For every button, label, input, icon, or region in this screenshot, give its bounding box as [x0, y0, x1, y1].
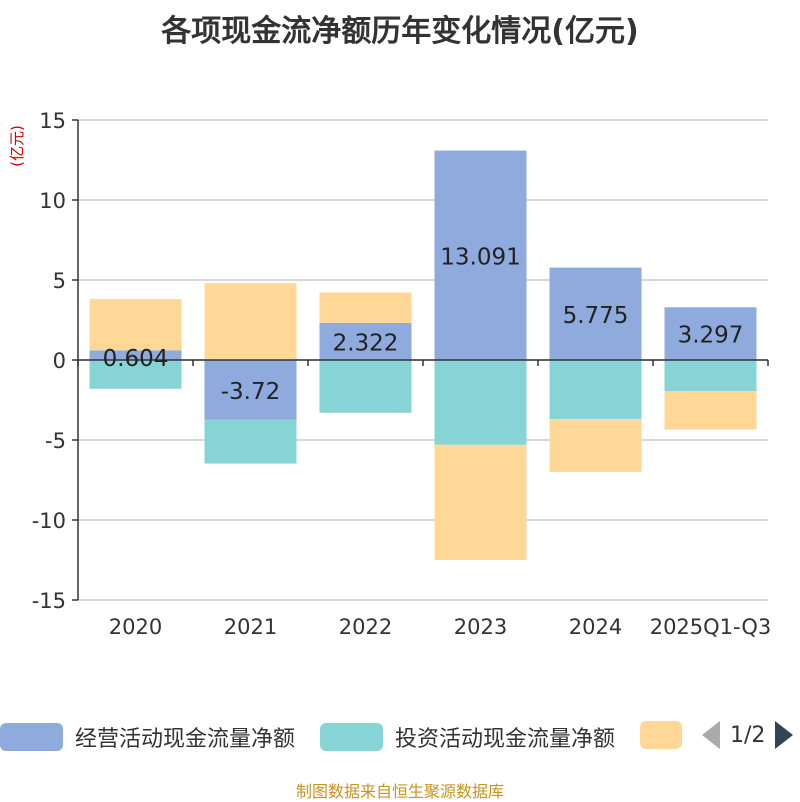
- y-tick-label: -5: [45, 429, 66, 453]
- legend-item-investing[interactable]: 投资活动现金流量净额: [320, 721, 615, 753]
- y-tick-label: 10: [39, 189, 66, 213]
- bar-operating-2021[interactable]: [204, 360, 297, 420]
- bar-financing-2020[interactable]: [89, 299, 182, 351]
- bar-financing-2024[interactable]: [549, 419, 642, 472]
- data-label-2025Q1-Q3: 3.297: [678, 323, 744, 349]
- bar-operating-2020[interactable]: [89, 350, 182, 360]
- legend-pager: 1/2: [702, 721, 794, 749]
- data-label-2023: 13.091: [440, 244, 520, 270]
- axes: 15 10 5 0 -5 -10 -15 2020 2021 2022 2023 2024 2025Q1…: [32, 109, 772, 639]
- bar-investing-2025Q1-Q3[interactable]: [664, 360, 757, 392]
- bar-financing-2023[interactable]: [434, 444, 527, 560]
- legend-item-financing[interactable]: [640, 721, 682, 749]
- legend-page-indicator: 1/2: [730, 722, 766, 748]
- x-tick-label: 2020: [109, 615, 162, 639]
- y-tick-label: 5: [53, 269, 66, 293]
- data-label-2022: 2.322: [333, 330, 399, 356]
- chart-title: 各项现金流净额历年变化情况(亿元): [161, 14, 639, 49]
- legend-next-icon[interactable]: [775, 721, 794, 749]
- bar-investing-2022[interactable]: [319, 360, 412, 413]
- data-source-note: 制图数据来自恒生聚源数据库: [295, 782, 504, 801]
- bar-investing-2020[interactable]: [89, 360, 182, 389]
- legend-label-operating: 经营活动现金流量净额: [75, 727, 296, 752]
- x-tick-label: 2022: [339, 615, 392, 639]
- bars: [89, 150, 757, 560]
- y-axis-unit: (亿元): [8, 125, 26, 167]
- y-tick-label: 0: [53, 349, 66, 373]
- bar-investing-2021[interactable]: [204, 419, 297, 464]
- bar-operating-2023[interactable]: [434, 150, 527, 360]
- x-tick-label: 2021: [224, 615, 277, 639]
- y-tick-label: -15: [32, 589, 66, 613]
- bar-financing-2021[interactable]: [204, 283, 297, 360]
- bar-financing-2022[interactable]: [319, 292, 412, 323]
- bar-operating-2025Q1-Q3[interactable]: [664, 307, 757, 360]
- x-tick-label: 2024: [569, 615, 622, 639]
- bar-operating-2024[interactable]: [549, 267, 642, 360]
- bar-investing-2024[interactable]: [549, 360, 642, 420]
- data-label-2020: 0.604: [103, 346, 169, 372]
- legend-swatch-financing: [640, 721, 682, 749]
- legend-item-operating[interactable]: 经营活动现金流量净额: [0, 721, 295, 753]
- bar-operating-2022[interactable]: [319, 322, 412, 360]
- y-tick-label: 15: [39, 109, 66, 133]
- bar-labels: 0.604 -3.72 2.322 13.091 5.775 3.297: [103, 244, 744, 404]
- bar-financing-2025Q1-Q3[interactable]: [664, 391, 757, 430]
- legend-prev-icon[interactable]: [702, 721, 720, 749]
- legend-swatch-operating: [0, 723, 63, 751]
- chart-plot: 15 10 5 0 -5 -10 -15 2020 2021 2022 2023 2024 2025Q1…: [8, 109, 772, 639]
- data-label-2024: 5.775: [563, 303, 629, 329]
- legend-label-investing: 投资活动现金流量净额: [395, 727, 616, 752]
- legend: 经营活动现金流量净额 投资活动现金流量净额 1/2: [0, 712, 800, 758]
- y-tick-label: -10: [32, 509, 66, 533]
- data-label-2021: -3.72: [221, 379, 281, 405]
- x-tick-label: 2025Q1-Q3: [650, 615, 772, 639]
- x-tick-label: 2023: [454, 615, 507, 639]
- bar-investing-2023[interactable]: [434, 360, 527, 445]
- legend-swatch-investing: [320, 723, 383, 751]
